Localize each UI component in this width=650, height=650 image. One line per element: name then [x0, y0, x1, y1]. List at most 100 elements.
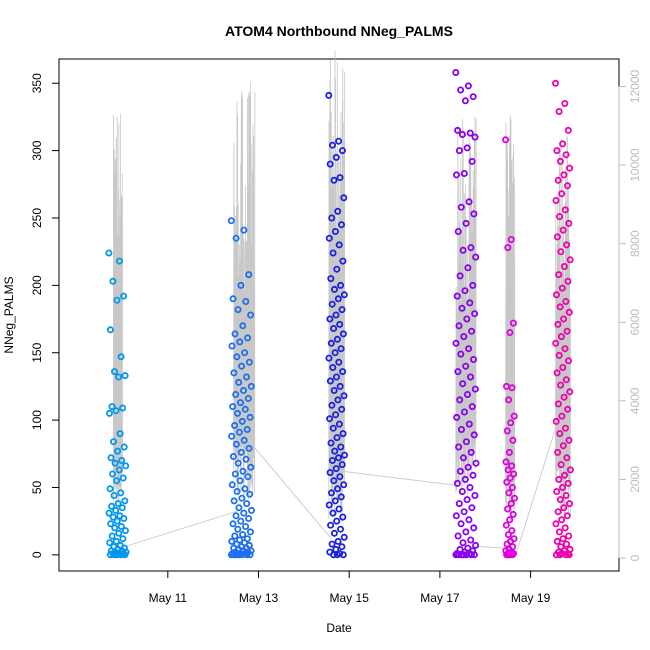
- data-point: [121, 497, 129, 505]
- data-point: [337, 281, 345, 289]
- y2-tick-label: 4000: [628, 387, 642, 414]
- data-point: [231, 470, 239, 478]
- data-point: [460, 408, 468, 416]
- data-point: [468, 157, 476, 165]
- data-point: [562, 151, 570, 159]
- data-point: [555, 351, 563, 359]
- data-point: [507, 500, 515, 508]
- data-point: [112, 407, 120, 415]
- data-point: [122, 462, 130, 470]
- data-point: [555, 271, 563, 279]
- data-point: [237, 517, 245, 525]
- data-point: [465, 420, 473, 428]
- data-point: [234, 306, 242, 314]
- data-point: [553, 291, 561, 299]
- data-point: [455, 500, 463, 508]
- data-point: [452, 339, 460, 347]
- secondary-burst: [113, 113, 123, 511]
- data-point: [561, 345, 569, 353]
- data-point: [106, 551, 114, 559]
- data-point: [467, 536, 475, 544]
- data-point: [335, 241, 343, 249]
- data-point: [247, 463, 255, 471]
- data-point: [461, 97, 469, 105]
- data-point: [504, 505, 512, 513]
- data-point: [237, 448, 245, 456]
- data-point: [506, 516, 514, 524]
- data-point: [508, 483, 516, 491]
- data-point: [510, 494, 518, 502]
- data-point: [334, 295, 342, 303]
- data-point: [242, 373, 250, 381]
- data-point: [228, 537, 236, 545]
- data-point: [121, 551, 129, 559]
- data-point: [109, 470, 117, 478]
- data-point: [335, 358, 343, 366]
- data-point: [338, 306, 346, 314]
- data-point: [121, 527, 129, 535]
- data-point: [457, 350, 465, 358]
- data-point: [555, 108, 563, 116]
- data-point: [563, 512, 571, 520]
- data-point: [561, 206, 569, 214]
- data-point: [556, 213, 564, 221]
- data-point: [229, 520, 237, 528]
- data-point: [471, 491, 479, 499]
- data-point: [557, 461, 565, 469]
- data-point: [552, 551, 560, 559]
- data-point: [456, 272, 464, 280]
- y2-tick-label: 6000: [628, 309, 642, 336]
- data-point: [120, 292, 128, 300]
- data-point: [325, 234, 333, 242]
- data-point: [245, 358, 253, 366]
- data-point: [117, 551, 125, 559]
- data-point: [559, 140, 567, 148]
- data-point: [238, 362, 246, 370]
- data-point: [468, 403, 476, 411]
- data-point: [246, 490, 254, 498]
- data-point: [333, 517, 341, 525]
- data-point: [555, 528, 563, 536]
- data-point: [340, 533, 348, 541]
- data-point: [558, 516, 566, 524]
- data-point: [109, 277, 117, 285]
- data-point: [228, 481, 236, 489]
- data-point: [561, 471, 569, 479]
- data-point: [452, 69, 460, 77]
- data-point: [330, 285, 338, 293]
- data-point: [510, 470, 518, 478]
- data-point: [554, 400, 562, 408]
- data-point: [456, 396, 464, 404]
- data-point: [464, 264, 472, 272]
- secondary-connector: [125, 510, 239, 547]
- data-point: [562, 491, 570, 499]
- data-point: [227, 217, 235, 225]
- data-point: [338, 147, 346, 155]
- y2-tick-label: 12000: [628, 69, 642, 103]
- secondary-connector: [514, 428, 556, 559]
- data-point: [236, 338, 244, 346]
- data-point: [336, 473, 344, 481]
- data-point: [466, 373, 474, 381]
- data-point: [565, 357, 573, 365]
- data-point: [453, 413, 461, 421]
- data-point: [554, 176, 562, 184]
- data-point: [463, 390, 471, 398]
- data-point: [565, 551, 573, 559]
- data-point: [507, 419, 515, 427]
- secondary-burst: [505, 114, 516, 523]
- data-point: [471, 385, 479, 393]
- y-tick-label: 0: [30, 551, 44, 558]
- data-point: [328, 300, 336, 308]
- data-point: [233, 353, 241, 361]
- data-point: [505, 551, 513, 559]
- data-point: [467, 551, 475, 559]
- data-point: [330, 176, 338, 184]
- data-point: [120, 443, 128, 451]
- data-point: [326, 315, 334, 323]
- data-point: [458, 304, 466, 312]
- data-point: [463, 315, 471, 323]
- secondary-burst: [555, 136, 571, 516]
- data-point: [508, 527, 516, 535]
